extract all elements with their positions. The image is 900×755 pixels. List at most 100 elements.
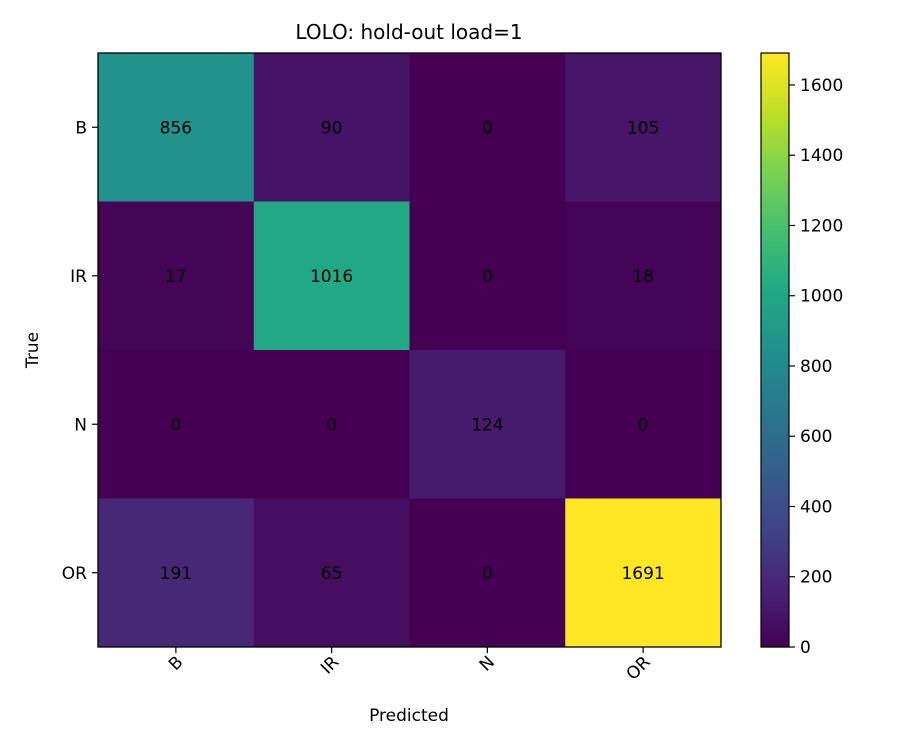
colorbar-segment [761,478,789,485]
heatmap-cell-0-3 [565,53,722,202]
colorbar-segment [761,216,789,222]
colorbar-segment [761,642,789,648]
cell-value-label: 191 [160,564,192,584]
heatmap-cell-2-2 [409,350,566,499]
colorbar-tick-label: 0 [800,638,811,658]
chart-title: LOLO: hold-out load=1 [295,20,522,44]
colorbar-segment [761,280,789,287]
cell-value-label: 0 [482,118,493,138]
colorbar-segment [761,379,789,386]
colorbar-segment [761,394,789,401]
colorbar-segment [761,77,789,84]
colorbar-segment [761,275,789,282]
colorbar-segment [761,320,789,326]
colorbar-segment [761,92,789,99]
heatmap-cell-1-1 [253,201,410,351]
colorbar-tick-label: 1000 [800,287,843,307]
colorbar-segment [761,533,789,539]
colorbar-segment [761,468,789,475]
cell-value-label: 0 [482,564,493,584]
colorbar-segment [761,181,789,188]
colorbar-segment [761,236,789,242]
colorbar-segment [761,572,789,579]
colorbar-segment [761,226,789,232]
colorbar-segment [761,627,789,633]
colorbar-segment [761,562,789,569]
colorbar-segment [761,112,789,118]
colorbar-segment [761,439,789,445]
colorbar-segment [761,255,789,262]
colorbar-segment [761,82,789,89]
colorbar-segment [761,458,789,465]
heatmap-cell-1-3 [565,201,722,351]
colorbar-segment [761,389,789,396]
colorbar-segment [761,359,789,366]
heatmap-cell-2-0 [98,350,255,499]
colorbar-segment [761,424,789,430]
heatmap-cell-3-1 [253,498,410,648]
cell-value-label: 105 [627,118,659,138]
colorbar-segment [761,364,789,371]
cell-value-label: 0 [482,267,493,287]
colorbar-segment [761,285,789,292]
colorbar-segment [761,191,789,198]
colorbar-segment [761,335,789,341]
colorbar-segment [761,577,789,584]
colorbar-segment [761,449,789,455]
colorbar-segment [761,161,789,168]
heatmap-cell-3-0 [98,498,255,648]
colorbar-segment [761,607,789,613]
colorbar-tick-label: 800 [800,357,832,377]
colorbar-segment [761,538,789,544]
cell-value-label: 90 [321,118,343,138]
cell-value-label: 18 [632,267,654,287]
colorbar-segment [761,152,789,158]
colorbar-segment [761,53,789,59]
colorbar-segment [761,434,789,440]
colorbar-segment [761,597,789,604]
colorbar-segment [761,617,789,623]
colorbar-segment [761,369,789,376]
colorbar-segment [761,453,789,460]
colorbar-segment [761,211,789,217]
colorbar-segment [761,503,789,509]
heatmap-cell-0-1 [253,53,410,202]
colorbar-segment [761,196,789,203]
colorbar-segment [761,171,789,178]
colorbar-segment [761,166,789,173]
heatmap-cell-3-3 [565,498,722,648]
colorbar-segment [761,290,789,297]
colorbar-segment [761,350,789,356]
colorbar-segment [761,221,789,227]
colorbar-segment [761,582,789,589]
x-tick-label: B [165,652,187,674]
colorbar-segment [761,176,789,183]
colorbar-segment [761,523,789,529]
heatmap-cell-1-0 [98,201,255,351]
colorbar-tick-label: 1200 [800,216,843,236]
colorbar-segment [761,622,789,628]
colorbar-segment [761,543,789,549]
colorbar-segment [761,498,789,505]
colorbar-segment [761,419,789,425]
colorbar-segment [761,87,789,94]
colorbar-segment [761,528,789,534]
colorbar-segment [761,102,789,109]
colorbar-segment [761,513,789,519]
colorbar-segment [761,384,789,391]
colorbar-segment [761,637,789,643]
cell-value-label: 0 [326,415,337,435]
cell-value-label: 124 [471,415,503,435]
colorbar-segment [761,62,789,69]
colorbar: 0 200 400 600 800 1000 1200 1400 1600 [760,52,843,658]
cell-value-label: 1691 [621,564,664,584]
colorbar-segment [761,122,789,128]
colorbar-segment [761,241,789,247]
colorbar-segment [761,518,789,524]
colorbar-frame [760,52,790,648]
x-tick-label: N [476,652,499,675]
y-tick-label: IR [70,267,87,287]
colorbar-segment [761,57,789,64]
